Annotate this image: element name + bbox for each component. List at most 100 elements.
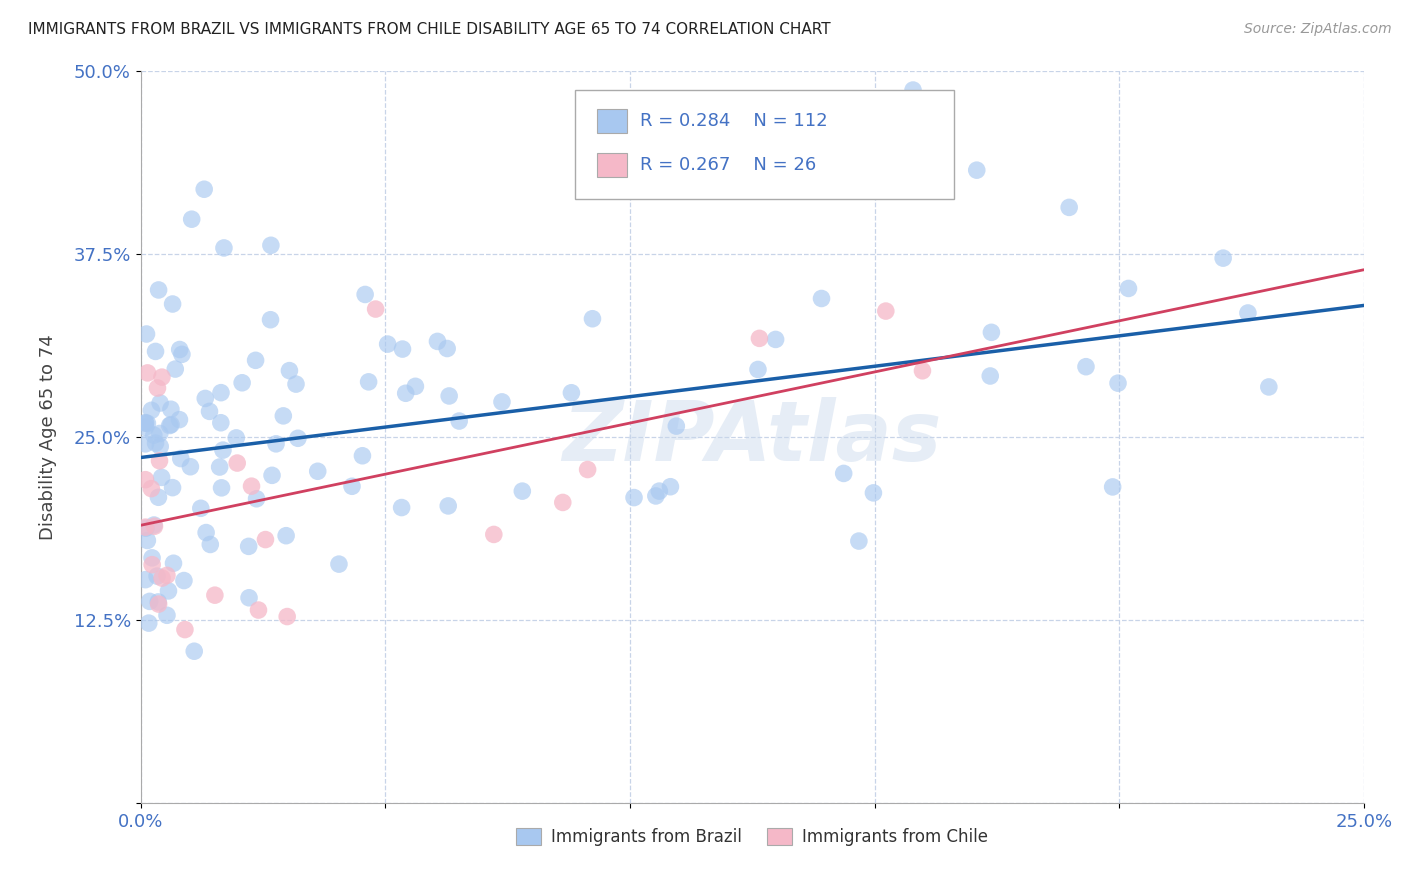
Point — [160, 417, 183, 432]
Point — [747, 362, 769, 376]
Point — [765, 333, 787, 347]
Legend: Immigrants from Brazil, Immigrants from Chile: Immigrants from Brazil, Immigrants from … — [509, 822, 995, 853]
Point — [551, 495, 574, 509]
Point — [145, 344, 167, 359]
Point — [149, 426, 172, 441]
Point — [156, 568, 179, 582]
Point — [170, 347, 193, 361]
Point — [240, 479, 263, 493]
Text: R = 0.284    N = 112: R = 0.284 N = 112 — [640, 112, 827, 130]
Point — [143, 519, 166, 533]
Point — [138, 594, 160, 608]
Point — [352, 449, 374, 463]
Text: IMMIGRANTS FROM BRAZIL VS IMMIGRANTS FROM CHILE DISABILITY AGE 65 TO 74 CORRELAT: IMMIGRANTS FROM BRAZIL VS IMMIGRANTS FRO… — [28, 22, 831, 37]
Point — [179, 459, 201, 474]
Point — [1257, 380, 1279, 394]
FancyBboxPatch shape — [575, 90, 955, 200]
Point — [285, 377, 308, 392]
Point — [180, 212, 202, 227]
Point — [198, 404, 221, 418]
Point — [209, 385, 232, 400]
Point — [391, 500, 413, 515]
Point — [148, 597, 170, 611]
Text: Source: ZipAtlas.com: Source: ZipAtlas.com — [1244, 22, 1392, 37]
Point — [1074, 359, 1097, 374]
Point — [162, 556, 184, 570]
Point — [136, 417, 159, 431]
Point — [404, 379, 426, 393]
Point — [165, 362, 187, 376]
Point — [810, 292, 832, 306]
Point — [183, 644, 205, 658]
Point — [143, 518, 166, 533]
Point — [354, 287, 377, 301]
Point — [278, 363, 301, 377]
Point — [141, 482, 163, 496]
Point — [832, 467, 855, 481]
Point — [264, 437, 287, 451]
Point — [437, 499, 460, 513]
Point — [134, 473, 156, 487]
Point — [148, 490, 170, 504]
Point — [145, 436, 167, 450]
Point — [259, 312, 281, 326]
Point — [141, 558, 163, 572]
Point — [211, 481, 233, 495]
Point — [436, 342, 458, 356]
Point — [966, 163, 988, 178]
Point — [149, 396, 172, 410]
Point — [148, 595, 170, 609]
Point — [449, 414, 471, 428]
Point — [245, 491, 267, 506]
Point — [576, 462, 599, 476]
Point — [395, 386, 418, 401]
Point — [482, 527, 505, 541]
Point — [150, 370, 173, 384]
Point — [212, 241, 235, 255]
Point — [862, 486, 884, 500]
Point — [174, 623, 197, 637]
Point — [848, 534, 870, 549]
Point — [254, 533, 277, 547]
Point — [162, 297, 184, 311]
Point — [159, 418, 181, 433]
Point — [659, 480, 682, 494]
Point — [149, 440, 172, 454]
Y-axis label: Disability Age 65 to 74: Disability Age 65 to 74 — [39, 334, 56, 540]
Point — [190, 501, 212, 516]
Point — [141, 403, 163, 417]
Point — [979, 369, 1001, 384]
Point — [170, 451, 193, 466]
Point — [162, 481, 184, 495]
Point — [156, 608, 179, 623]
Point — [287, 431, 309, 445]
Point — [875, 304, 897, 318]
Point — [136, 533, 159, 548]
Point — [157, 583, 180, 598]
Point — [901, 83, 924, 97]
Point — [260, 238, 283, 252]
FancyBboxPatch shape — [598, 153, 627, 177]
Point — [560, 385, 582, 400]
Point — [245, 353, 267, 368]
Point — [134, 520, 156, 534]
Point — [160, 402, 183, 417]
Point — [391, 342, 413, 356]
Point — [225, 431, 247, 445]
Point — [134, 416, 156, 430]
Point — [260, 468, 283, 483]
Point — [581, 311, 603, 326]
Point — [195, 525, 218, 540]
Point — [146, 569, 169, 583]
Point — [200, 537, 222, 551]
Point — [150, 470, 173, 484]
Point — [150, 571, 173, 585]
Point — [1237, 306, 1260, 320]
Point — [212, 443, 235, 458]
Point — [169, 343, 191, 357]
Point — [1101, 480, 1123, 494]
Point — [138, 616, 160, 631]
Point — [134, 573, 156, 587]
Point — [226, 456, 249, 470]
Point — [377, 337, 399, 351]
